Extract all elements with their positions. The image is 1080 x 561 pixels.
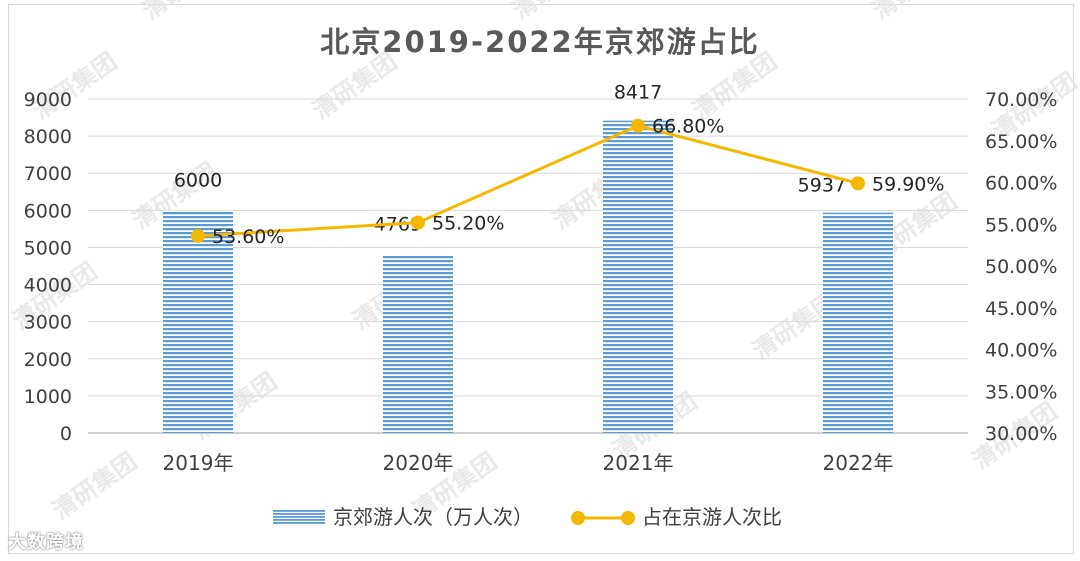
x-tick-label: 2020年 xyxy=(383,451,454,475)
bar-data-label: 5937 xyxy=(798,174,846,196)
legend-swatch-bar xyxy=(273,509,325,525)
watermark-pattern-text: 清研集团 xyxy=(137,0,232,25)
line-point xyxy=(851,176,865,191)
x-tick-label: 2022年 xyxy=(823,451,894,475)
bar xyxy=(163,210,233,433)
left-tick-label: 3000 xyxy=(24,312,72,334)
gridlines xyxy=(88,98,968,434)
line-point xyxy=(411,215,425,230)
line-data-label: 53.60% xyxy=(212,226,284,248)
right-tick-label: 50.00% xyxy=(985,256,1057,278)
left-axis-ticks: 0 1000 2000 3000 4000 5000 6000 7000 8000 9000 xyxy=(24,89,72,445)
left-tick-label: 9000 xyxy=(24,89,72,111)
watermark-pattern-text: 清研集团 xyxy=(867,0,962,25)
left-tick-label: 6000 xyxy=(24,200,72,222)
line-data-label: 55.20% xyxy=(432,213,504,235)
legend-label-bar: 京郊游人次（万人次） xyxy=(333,505,533,529)
left-tick-label: 4000 xyxy=(24,275,72,297)
chart-title: 北京2019-2022年京郊游占比 xyxy=(320,25,759,59)
line-point xyxy=(191,228,205,243)
bar-series xyxy=(163,120,893,434)
x-tick-label: 2019年 xyxy=(163,451,234,475)
left-tick-label: 1000 xyxy=(24,386,72,408)
x-tick-label: 2021年 xyxy=(603,451,674,475)
left-tick-label: 2000 xyxy=(24,349,72,371)
right-tick-label: 40.00% xyxy=(985,340,1057,362)
left-tick-label: 8000 xyxy=(24,126,72,148)
line-point xyxy=(631,118,645,133)
legend: 京郊游人次（万人次） 占在京游人次比 xyxy=(273,505,782,529)
line-series xyxy=(191,118,865,243)
right-tick-label: 45.00% xyxy=(985,298,1057,320)
right-tick-label: 30.00% xyxy=(985,423,1057,445)
right-tick-label: 35.00% xyxy=(985,381,1057,403)
line-data-label: 59.90% xyxy=(872,173,944,195)
watermark-pattern-text: 清研集团 xyxy=(507,0,602,25)
bar xyxy=(603,120,673,434)
right-tick-label: 55.00% xyxy=(985,214,1057,236)
right-tick-label: 65.00% xyxy=(985,131,1057,153)
x-axis-labels: 2019年 2020年 2021年 2022年 xyxy=(163,451,894,475)
bar xyxy=(383,256,453,433)
watermark-pattern-text: 清研集团 xyxy=(27,47,122,125)
right-tick-label: 60.00% xyxy=(985,173,1057,195)
left-tick-label: 0 xyxy=(60,423,72,445)
right-axis-ticks: 30.00% 35.00% 40.00% 45.00% 50.00% 55.00% 60.0… xyxy=(985,89,1057,445)
left-tick-label: 7000 xyxy=(24,163,72,185)
right-tick-label: 70.00% xyxy=(985,89,1057,111)
bar-data-label: 6000 xyxy=(174,169,222,191)
watermark-pattern-text: 清研集团 xyxy=(47,447,142,525)
bar-data-label: 8417 xyxy=(614,82,662,104)
line-data-label: 66.80% xyxy=(652,116,724,138)
watermark-corner-text: 大数跨境 xyxy=(8,532,84,553)
bar xyxy=(823,212,893,433)
left-tick-label: 5000 xyxy=(24,237,72,259)
line-path xyxy=(197,124,859,238)
legend-label-line: 占在京游人次比 xyxy=(642,505,782,529)
legend-marker xyxy=(571,511,585,525)
legend-marker xyxy=(621,511,635,525)
line-data-labels: 53.60% 55.20% 66.80% 59.90% xyxy=(212,116,944,248)
